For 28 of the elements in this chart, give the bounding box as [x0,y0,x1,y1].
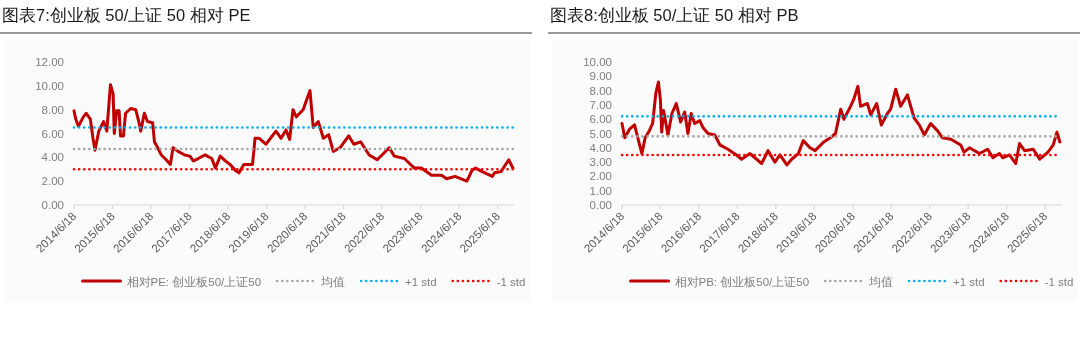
legend-label: +1 std [405,275,437,288]
y-tick-label: 0.00 [41,199,64,211]
y-tick-label: 10.00 [35,79,64,92]
legend-label: 均值 [320,275,346,288]
legend-label: 相对PE: 创业板50/上证50 [126,275,262,288]
y-tick-label: 4.00 [589,141,612,154]
y-tick-label: 6.00 [41,127,64,140]
y-tick-label: 9.00 [589,70,612,83]
y-tick-label: 3.00 [589,156,612,169]
y-tick-label: 2.00 [589,170,612,183]
legend-label: -1 std [496,275,526,288]
legend-label: +1 std [953,275,985,288]
chart-title: 图表7:创业板 50/上证 50 相对 PE [2,6,251,24]
y-tick-label: 1.00 [589,184,612,197]
y-tick-label: 12.00 [35,56,64,68]
y-tick-label: 5.00 [589,127,612,140]
y-tick-label: 10.00 [583,56,612,68]
legend-label: -1 std [1044,275,1074,288]
y-tick-label: 6.00 [589,113,612,126]
chart-title: 图表8:创业板 50/上证 50 相对 PB [550,6,799,24]
y-tick-label: 8.00 [41,103,64,116]
y-tick-label: 2.00 [41,175,64,188]
y-tick-label: 8.00 [589,84,612,97]
y-tick-label: 7.00 [589,98,612,111]
y-tick-label: 0.00 [589,199,612,211]
legend-label: 相对PB: 创业板50/上证50 [674,275,810,288]
legend-label: 均值 [868,275,894,288]
y-tick-label: 4.00 [41,151,64,164]
